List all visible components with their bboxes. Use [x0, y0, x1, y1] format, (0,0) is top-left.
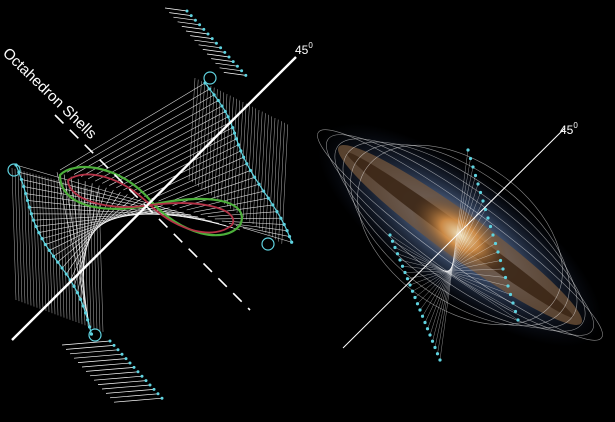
left-octahedron-model: Octahedron Shells 450 [0, 7, 313, 403]
octahedron-shells-label: Octahedron Shells [0, 45, 100, 143]
octahedron-shells-axis [54, 114, 251, 311]
green-shell-curve [58, 165, 243, 237]
left-arrow-ticks [61, 7, 248, 403]
left-angle-label: 450 [295, 41, 313, 57]
right-galaxy-overlay: 450 [317, 121, 603, 362]
red-shell-curve [67, 173, 235, 234]
right-45-degree-axis [342, 127, 566, 349]
right-shell-ellipses [317, 129, 603, 341]
left-45-degree-axis [11, 56, 297, 341]
right-wire-mesh [388, 148, 520, 362]
right-angle-label: 450 [560, 121, 578, 137]
